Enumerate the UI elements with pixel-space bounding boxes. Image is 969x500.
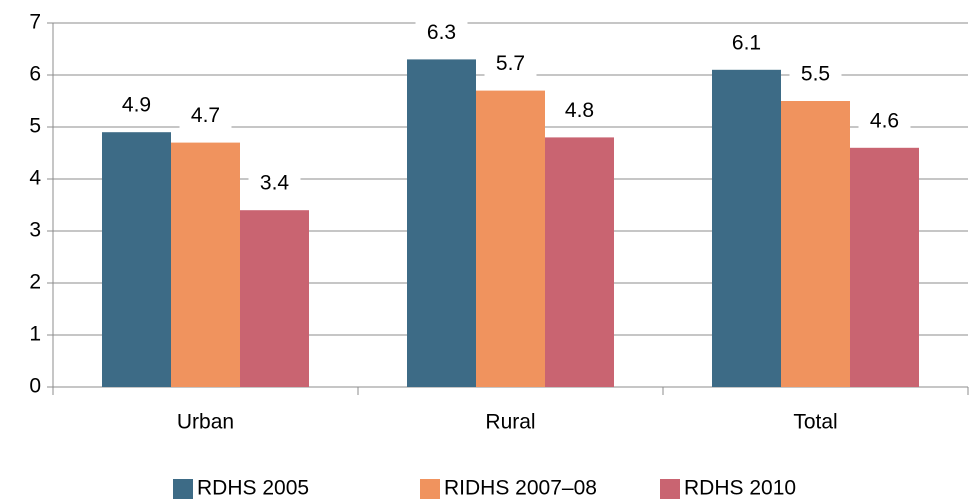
label-bg: [110, 92, 163, 121]
label-bg: [248, 170, 301, 199]
data-label: 4.7: [191, 104, 220, 127]
legend-swatch: [660, 479, 680, 499]
data-label: 4.6: [870, 109, 899, 132]
label-bg: [484, 50, 537, 79]
legend-label: RIDHS 2007–08: [444, 477, 597, 500]
y-tick-label: 0: [29, 375, 41, 398]
bar: [545, 137, 614, 387]
bar: [102, 132, 171, 387]
legend-swatch: [173, 479, 193, 499]
bar: [781, 101, 850, 387]
bar: [476, 90, 545, 387]
bar: [712, 69, 781, 388]
y-tick-label: 3: [29, 219, 41, 242]
y-tick-label: 7: [29, 11, 41, 34]
data-label: 6.3: [427, 21, 456, 44]
y-tick-label: 6: [29, 63, 41, 86]
bar: [240, 210, 309, 387]
y-tick-label: 1: [29, 323, 41, 346]
data-label: 3.4: [260, 172, 290, 195]
data-label: 5.5: [801, 63, 830, 86]
bar: [171, 142, 240, 387]
label-bg: [858, 107, 911, 136]
y-tick-label: 5: [29, 115, 41, 138]
label-bg: [553, 97, 606, 126]
data-label: 4.8: [565, 99, 594, 122]
data-label: 5.7: [496, 52, 525, 75]
x-tick-label: Total: [793, 411, 837, 434]
x-tick-label: Rural: [485, 411, 535, 434]
bar: [850, 147, 919, 387]
legend-label: RDHS 2005: [197, 477, 309, 500]
y-tick-label: 2: [29, 271, 41, 294]
x-tick-label: Urban: [177, 411, 234, 434]
label-bg: [789, 61, 842, 89]
legend-swatch: [420, 479, 440, 499]
data-label: 4.9: [122, 94, 151, 117]
bar: [407, 59, 476, 388]
label-bg: [179, 102, 232, 131]
y-tick-label: 4: [29, 167, 41, 190]
label-bg: [720, 29, 773, 58]
data-label: 6.1: [732, 31, 761, 54]
legend-label: RDHS 2010: [684, 477, 796, 500]
label-bg: [415, 19, 468, 48]
